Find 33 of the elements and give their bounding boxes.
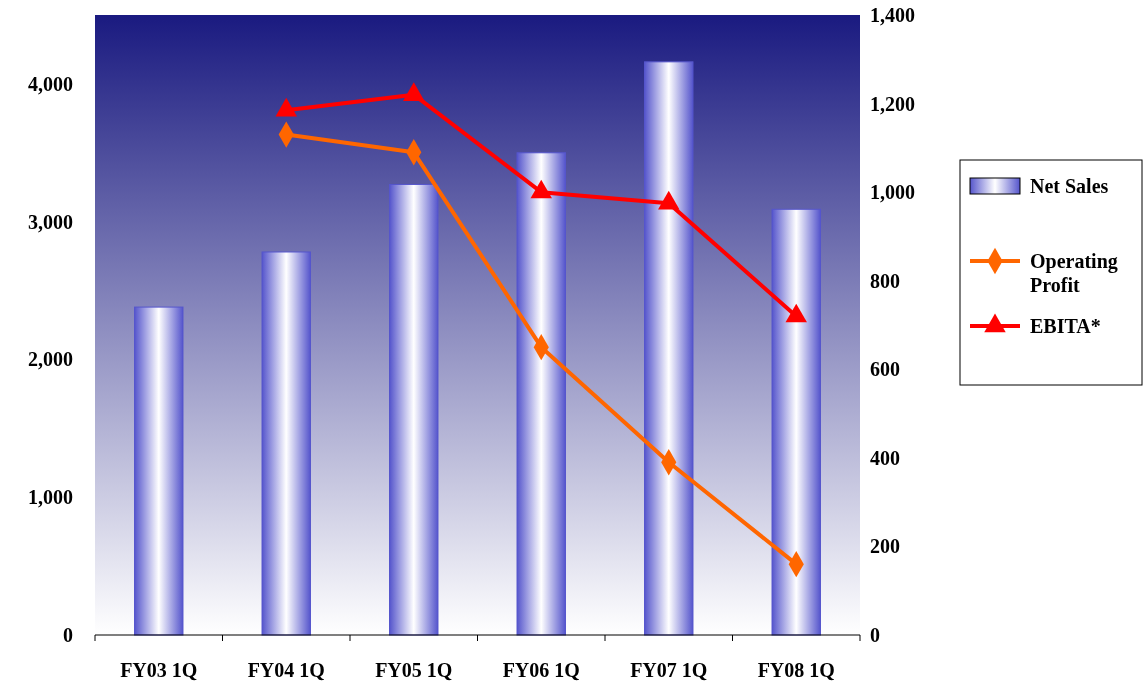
y2-tick-label: 1,400 <box>870 4 915 26</box>
point <box>275 97 297 117</box>
y2-tick-label: 800 <box>870 269 900 292</box>
y-tick-label: 3,000 <box>28 210 73 233</box>
point <box>530 179 552 199</box>
y-tick-label: 1,000 <box>28 486 73 509</box>
y2-tick-label: 0 <box>870 624 880 646</box>
y2-tick-label: 200 <box>870 535 900 558</box>
bar <box>134 306 184 636</box>
y2-tick-label: 400 <box>870 446 900 469</box>
x-tick-label: FY07 1Q <box>630 659 708 681</box>
x-tick-label: FY08 1Q <box>757 659 835 681</box>
bar <box>516 152 566 636</box>
bar <box>771 208 821 636</box>
bar <box>261 251 311 636</box>
legend-label: Operating Profit <box>1030 250 1118 296</box>
legend-label: EBITA* <box>1030 315 1101 337</box>
bar <box>389 183 439 636</box>
legend-label: Net Sales <box>1030 175 1109 197</box>
point <box>658 190 680 210</box>
y2-tick-label: 600 <box>870 358 900 381</box>
y-tick-label: 0 <box>63 624 73 646</box>
y2-tick-label: 1,200 <box>870 92 915 115</box>
y2-tick-label: 1,000 <box>870 181 915 204</box>
y-tick-label: 4,000 <box>28 72 73 95</box>
x-tick-label: FY05 1Q <box>375 659 453 681</box>
y-tick-label: 2,000 <box>28 348 73 371</box>
bar <box>644 61 694 636</box>
x-tick-label: FY06 1Q <box>502 659 580 681</box>
point <box>403 82 425 101</box>
point <box>785 303 807 323</box>
x-tick-label: FY03 1Q <box>120 659 198 681</box>
x-tick-label: FY04 1Q <box>247 659 325 681</box>
